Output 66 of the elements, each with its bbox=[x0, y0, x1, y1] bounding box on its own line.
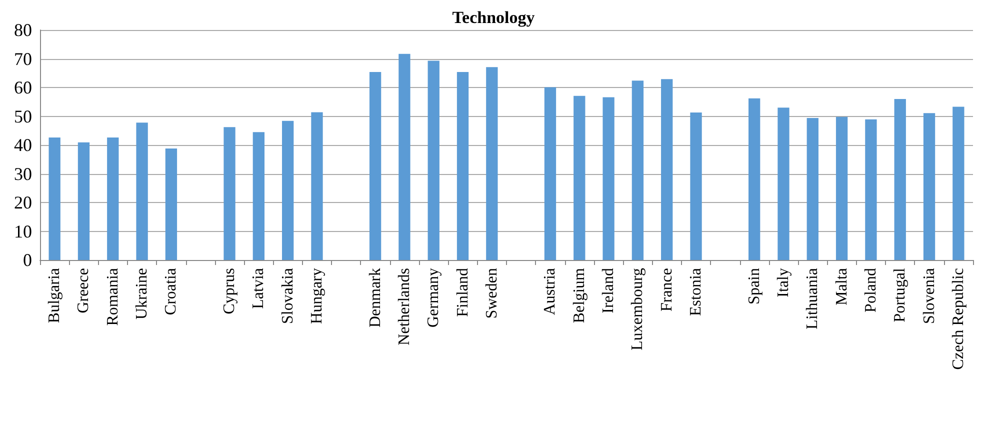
bar bbox=[632, 80, 644, 260]
y-tick-label: 40 bbox=[14, 135, 32, 155]
x-tick-label: Bulgaria bbox=[46, 268, 64, 324]
chart-title: Technology bbox=[452, 8, 536, 27]
bar bbox=[836, 116, 848, 260]
y-tick-label: 50 bbox=[14, 106, 32, 126]
bar bbox=[282, 120, 294, 260]
y-tick-label: 80 bbox=[14, 20, 32, 40]
x-tick-label: Ireland bbox=[600, 268, 618, 314]
bar bbox=[806, 118, 818, 260]
bar bbox=[574, 96, 586, 260]
bar bbox=[107, 138, 119, 260]
bar bbox=[224, 127, 236, 260]
x-tick-label: Finland bbox=[454, 268, 472, 317]
x-tick-label: Estonia bbox=[688, 268, 705, 316]
y-tick-label: 20 bbox=[14, 192, 32, 212]
x-tick-label: Portugal bbox=[892, 267, 909, 322]
bar bbox=[661, 79, 673, 260]
y-tick-label: 30 bbox=[14, 164, 32, 184]
y-tick-label: 10 bbox=[14, 221, 32, 242]
y-tick-label: 0 bbox=[23, 250, 32, 270]
x-tick-label: Czech Republic bbox=[950, 268, 967, 370]
x-tick-label: Luxembourg bbox=[629, 268, 646, 350]
x-tick-label: Croatia bbox=[162, 268, 180, 316]
x-tick-label: Ukraine bbox=[134, 268, 151, 320]
x-tick-label: Poland bbox=[862, 268, 880, 312]
x-tick-label: France bbox=[658, 268, 676, 312]
bar bbox=[136, 122, 148, 260]
bar bbox=[428, 60, 440, 260]
bar bbox=[398, 54, 410, 260]
y-tick-label: 70 bbox=[14, 48, 32, 69]
bar bbox=[690, 112, 702, 260]
bar bbox=[456, 72, 469, 260]
bar bbox=[311, 112, 323, 260]
bar bbox=[894, 99, 906, 260]
x-tick-label: Greece bbox=[75, 268, 92, 314]
x-tick-label: Hungary bbox=[308, 268, 326, 324]
y-tick-label: 60 bbox=[14, 78, 32, 98]
x-tick-label: Spain bbox=[746, 268, 763, 304]
x-tick-label: Romania bbox=[104, 268, 122, 326]
bar bbox=[865, 119, 877, 260]
x-tick-label: Netherlands bbox=[396, 268, 413, 346]
bar bbox=[923, 113, 936, 260]
x-tick-label: Denmark bbox=[366, 268, 384, 328]
x-tick-label: Slovenia bbox=[920, 268, 938, 324]
bar bbox=[778, 108, 790, 260]
x-tick-label: Austria bbox=[542, 268, 559, 316]
bar bbox=[544, 87, 556, 260]
bar bbox=[748, 98, 760, 260]
x-tick-label: Malta bbox=[833, 268, 850, 306]
x-tick-label: Lithuania bbox=[804, 268, 822, 330]
bar bbox=[78, 142, 90, 260]
x-tick-label: Germany bbox=[425, 268, 442, 328]
bar bbox=[952, 106, 964, 260]
x-tick-label: Italy bbox=[774, 268, 792, 298]
x-tick-label: Latvia bbox=[250, 268, 268, 309]
bar bbox=[486, 67, 498, 260]
bar bbox=[48, 138, 60, 260]
bar bbox=[165, 148, 178, 260]
bar bbox=[252, 132, 265, 260]
x-tick-label: Sweden bbox=[483, 268, 500, 319]
x-tick-label: Belgium bbox=[570, 267, 588, 324]
x-tick-label: Slovakia bbox=[279, 268, 296, 324]
bar bbox=[602, 97, 614, 260]
x-tick-label: Cyprus bbox=[221, 268, 238, 314]
bar bbox=[369, 72, 382, 260]
